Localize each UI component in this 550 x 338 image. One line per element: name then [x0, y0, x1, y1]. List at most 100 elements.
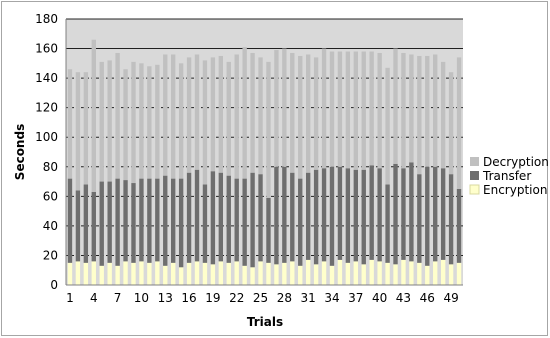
- bar-segment-decryption: [433, 54, 438, 167]
- legend-swatch: [469, 184, 480, 195]
- x-tick-label: 43: [396, 291, 411, 305]
- x-tick-labels: 1 4 7 10 13 16 19 22 25 28 31 34 37 40 43 46 49: [66, 291, 459, 305]
- bar-segment-transfer: [131, 183, 136, 263]
- bar-segment-transfer: [409, 162, 414, 262]
- bar-segment-transfer: [115, 178, 120, 266]
- bar-segment-transfer: [290, 172, 295, 262]
- bar-segment-decryption: [305, 54, 311, 173]
- bar-segment-encryption: [329, 265, 335, 285]
- bar-segment-decryption: [393, 48, 398, 164]
- bar-segment-transfer: [337, 166, 343, 260]
- bar-segment-transfer: [250, 172, 255, 268]
- bar-segment-transfer: [139, 178, 144, 262]
- bar-segment-encryption: [155, 261, 160, 285]
- y-tick-label: 180: [35, 12, 58, 26]
- bars: [67, 39, 462, 285]
- bar-segment-decryption: [202, 60, 208, 185]
- bar-segment-encryption: [298, 265, 303, 285]
- y-tick-label: 20: [43, 248, 58, 262]
- y-tick-label: 160: [35, 42, 58, 56]
- bar-segment-transfer: [123, 180, 128, 262]
- bar-segment-decryption: [115, 52, 120, 179]
- bar-segment-decryption: [353, 51, 358, 170]
- x-tick-label: 40: [372, 291, 387, 305]
- bar-segment-encryption: [75, 261, 81, 285]
- y-axis-title: Seconds: [13, 124, 27, 180]
- bar-segment-decryption: [448, 72, 454, 175]
- bar-segment-transfer: [226, 175, 231, 263]
- bar-segment-encryption: [234, 261, 239, 285]
- bar-segment-decryption: [313, 57, 319, 170]
- bar-segment-encryption: [123, 261, 128, 285]
- bar-segment-encryption: [305, 259, 311, 285]
- bar-segment-encryption: [448, 264, 454, 285]
- bar-segment-encryption: [171, 262, 176, 285]
- bar-segment-transfer: [369, 165, 374, 260]
- x-tick-label: 19: [205, 291, 220, 305]
- bar-segment-transfer: [282, 166, 287, 263]
- bar-segment-decryption: [75, 72, 81, 191]
- bar-segment-transfer: [218, 172, 224, 262]
- x-tick-label: 1: [66, 291, 74, 305]
- bar-segment-transfer: [448, 174, 454, 265]
- bar-segment-decryption: [147, 66, 152, 179]
- bar-segment-decryption: [163, 54, 168, 176]
- bar-segment-encryption: [202, 262, 208, 285]
- x-tick-label: 34: [324, 291, 339, 305]
- y-tick-label: 140: [35, 71, 58, 85]
- bar-segment-decryption: [401, 52, 406, 169]
- bar-segment-transfer: [274, 166, 279, 265]
- bar-segment-decryption: [123, 69, 128, 181]
- bar-segment-encryption: [274, 264, 279, 285]
- y-tick-label: 0: [50, 278, 58, 292]
- bar-segment-decryption: [361, 51, 366, 170]
- bar-segment-transfer: [202, 184, 208, 263]
- bar-segment-encryption: [147, 262, 152, 285]
- bar-segment-encryption: [313, 264, 319, 285]
- bar-segment-transfer: [242, 178, 247, 266]
- bar-segment-encryption: [385, 262, 390, 285]
- x-tick-label: 7: [114, 291, 122, 305]
- bar-segment-encryption: [425, 265, 430, 285]
- bar-segment-transfer: [313, 169, 319, 265]
- bar-segment-encryption: [321, 261, 327, 285]
- x-tick-label: 49: [443, 291, 458, 305]
- bar-segment-encryption: [361, 264, 366, 285]
- bar-segment-transfer: [377, 168, 382, 262]
- bar-segment-encryption: [163, 265, 168, 285]
- bar-segment-encryption: [250, 267, 255, 285]
- bar-segment-encryption: [210, 264, 216, 285]
- bar-segment-decryption: [440, 61, 446, 169]
- bar-segment-transfer: [83, 184, 89, 263]
- bar-segment-encryption: [282, 262, 287, 285]
- bar-segment-encryption: [83, 262, 89, 285]
- bar-segment-decryption: [258, 57, 263, 175]
- bar-segment-decryption: [210, 57, 216, 172]
- bar-segment-encryption: [131, 262, 136, 285]
- bar-segment-decryption: [425, 55, 430, 167]
- x-tick-label: 10: [134, 291, 149, 305]
- bar-segment-encryption: [115, 265, 120, 285]
- x-tick-label: 46: [420, 291, 435, 305]
- x-tick-label: 25: [253, 291, 268, 305]
- bar-segment-transfer: [417, 174, 422, 263]
- bar-segment-transfer: [163, 175, 168, 266]
- legend-swatch: [470, 157, 479, 166]
- bar-segment-transfer: [329, 166, 335, 266]
- bar-segment-encryption: [266, 262, 271, 285]
- bar-segment-encryption: [377, 261, 382, 285]
- bar-segment-decryption: [178, 63, 184, 179]
- x-tick-label: 13: [158, 291, 173, 305]
- y-tick-label: 40: [43, 219, 58, 233]
- bar-segment-decryption: [171, 54, 176, 179]
- bar-segment-encryption: [258, 261, 263, 285]
- bar-segment-transfer: [361, 169, 366, 265]
- bar-segment-encryption: [218, 261, 224, 285]
- bar-segment-transfer: [433, 166, 438, 262]
- bar-segment-transfer: [155, 178, 160, 262]
- bar-segment-decryption: [194, 54, 200, 170]
- bar-segment-encryption: [99, 265, 104, 285]
- bar-segment-encryption: [440, 259, 446, 285]
- bar-segment-encryption: [337, 259, 343, 285]
